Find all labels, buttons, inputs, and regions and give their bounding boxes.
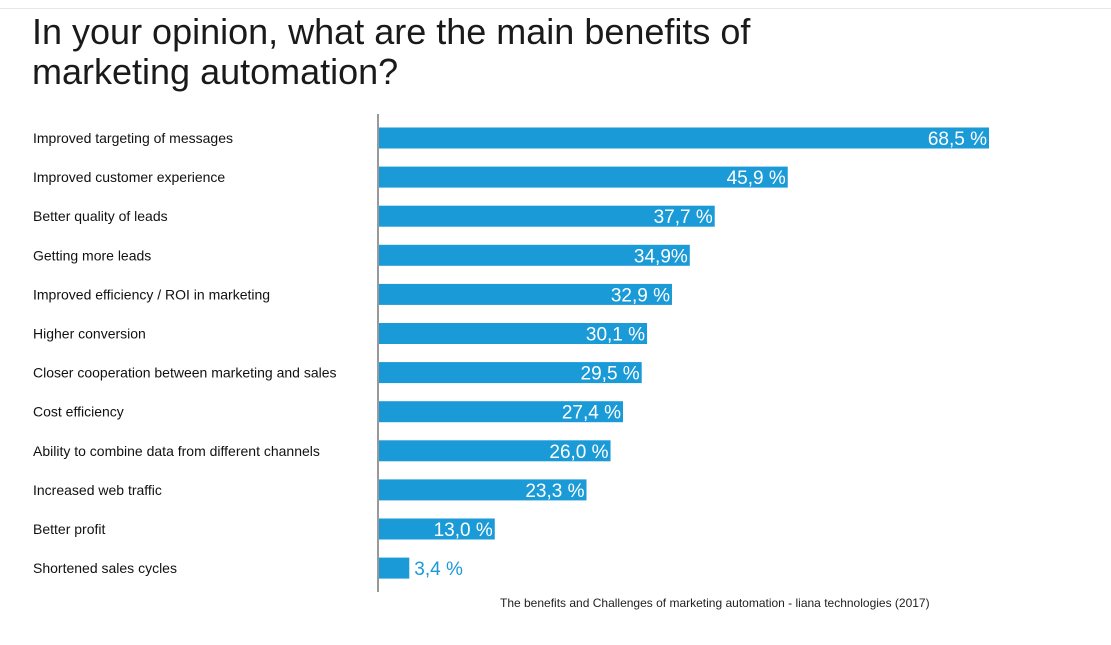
category-label: Cost efficiency — [33, 404, 124, 420]
value-label: 45,9 % — [727, 168, 786, 189]
bar — [379, 362, 642, 384]
bar — [379, 401, 623, 423]
category-label: Improved customer experience — [33, 169, 225, 185]
bar — [379, 283, 672, 305]
value-label: 13,0 % — [434, 520, 493, 541]
value-label: 23,3 % — [525, 481, 584, 502]
value-label: 27,4 % — [562, 403, 621, 424]
bar — [379, 323, 648, 344]
category-label: Shortened sales cycles — [33, 560, 177, 576]
chart-title-line-1: In your opinion, what are the main benef… — [32, 11, 751, 52]
category-label: Getting more leads — [33, 247, 151, 263]
category-label: Closer cooperation between marketing and… — [33, 365, 337, 381]
value-label: 3,4 % — [414, 559, 463, 580]
value-label: 26,0 % — [549, 442, 608, 463]
category-label: Better quality of leads — [33, 208, 168, 224]
bar — [379, 244, 690, 266]
bar — [379, 166, 788, 188]
value-label: 37,7 % — [654, 207, 713, 228]
bar — [379, 479, 587, 501]
category-label: Better profit — [33, 521, 105, 537]
top-border — [0, 0, 1111, 9]
category-label: Improved efficiency / ROI in marketing — [33, 286, 270, 302]
bar — [379, 127, 989, 149]
chart-title-line-2: marketing automation? — [32, 51, 399, 92]
category-label: Ability to combine data from different c… — [33, 443, 320, 459]
value-label: 30,1 % — [586, 325, 645, 346]
value-label: 34,9% — [634, 246, 688, 267]
bar — [379, 557, 410, 579]
category-label: Improved targeting of messages — [33, 130, 233, 146]
category-label: Increased web traffic — [33, 482, 162, 498]
source-caption: The benefits and Challenges of marketing… — [500, 596, 930, 610]
category-label: Higher conversion — [33, 326, 146, 342]
value-label: 32,9 % — [611, 285, 670, 306]
value-label: 68,5 % — [928, 129, 987, 150]
bar — [379, 440, 611, 462]
bar — [379, 205, 715, 227]
chart-title: In your opinion, what are the main benef… — [32, 12, 832, 92]
value-label: 29,5 % — [581, 364, 640, 385]
bar — [379, 518, 495, 540]
